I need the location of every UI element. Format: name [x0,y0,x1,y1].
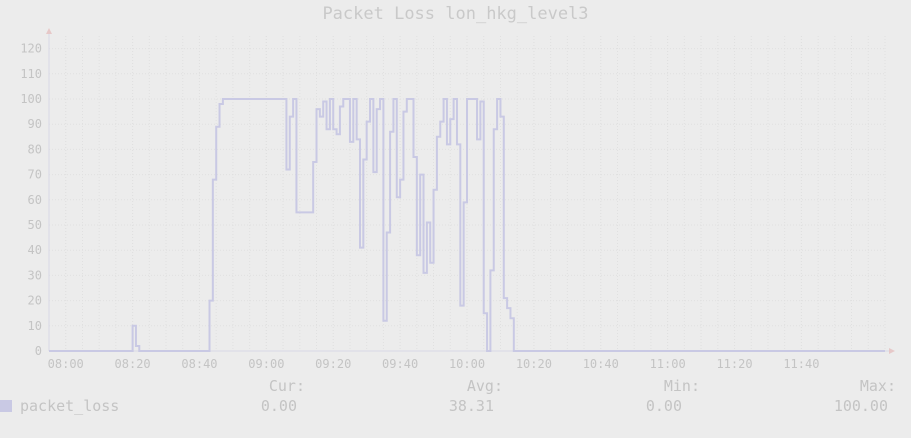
y-tick-label: 110 [20,67,42,81]
y-tick-label: 20 [28,294,42,308]
y-tick-label: 50 [28,218,42,232]
x-tick-label: 11:40 [783,357,819,371]
y-tick-label: 40 [28,243,42,257]
legend-avg-value: 38.31 [448,397,494,415]
y-tick-label: 90 [28,117,42,131]
y-axis-arrow [46,28,52,34]
y-tick-label: 10 [28,319,42,333]
legend-min-label: Min: [663,377,700,395]
legend-cur-label: Cur: [268,377,305,395]
legend-avg-label: Avg: [466,377,503,395]
x-tick-label: 08:00 [48,357,84,371]
x-tick-label: 11:20 [716,357,752,371]
x-axis-arrow [889,348,895,354]
y-tick-label: 70 [28,168,42,182]
legend-min-value: 0.00 [645,397,682,415]
legend-max-value: 100.00 [833,397,888,415]
chart-title: Packet Loss lon_hkg_level3 [322,4,589,24]
y-tick-label: 100 [20,92,42,106]
series-line-packet_loss [49,98,885,352]
x-tick-label: 09:20 [315,357,351,371]
y-tick-label: 120 [20,42,42,56]
y-tick-label: 80 [28,142,42,156]
legend-swatch [0,400,12,412]
x-tick-label: 11:00 [650,357,686,371]
x-tick-label: 08:40 [181,357,217,371]
legend-series-label: packet_loss [20,397,120,415]
x-tick-label: 08:20 [115,357,151,371]
y-tick-label: 0 [35,344,42,358]
y-tick-label: 60 [28,193,42,207]
x-tick-label: 10:00 [449,357,485,371]
x-tick-label: 10:20 [516,357,552,371]
x-tick-label: 09:00 [248,357,284,371]
y-tick-label: 30 [28,268,42,282]
x-tick-label: 09:40 [382,357,418,371]
x-tick-label: 10:40 [583,357,619,371]
legend-max-label: Max: [859,377,896,395]
legend-cur-value: 0.00 [260,397,297,415]
